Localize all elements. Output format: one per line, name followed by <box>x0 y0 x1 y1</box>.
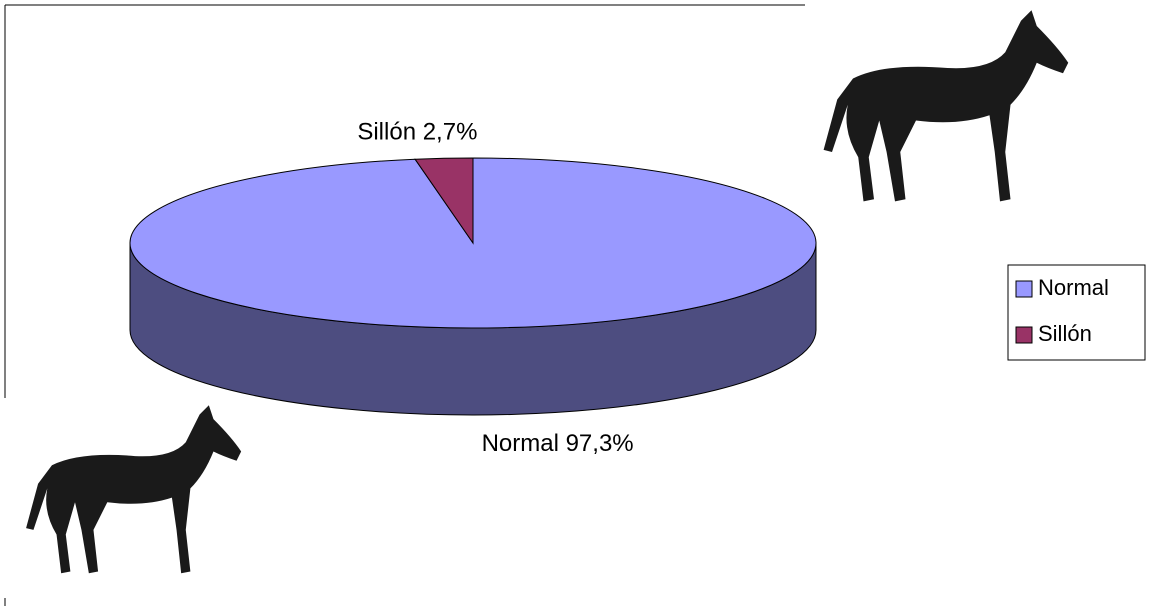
slice <box>414 157 474 245</box>
data-label: Sillón 2,7% <box>357 119 477 146</box>
horse-image <box>823 10 1069 202</box>
legend-swatch <box>1015 280 1033 298</box>
legend: Normal Sillón <box>1007 264 1146 361</box>
legend-label: Sillón <box>1038 321 1092 346</box>
horse-image <box>26 405 242 574</box>
data-label: Normal 97,3% <box>482 430 634 457</box>
legend-label: Normal <box>1038 275 1109 300</box>
frame <box>4 4 805 606</box>
legend-swatch <box>1015 326 1033 344</box>
pie: Normal 97,3% Sillón 2,7% <box>129 119 817 457</box>
